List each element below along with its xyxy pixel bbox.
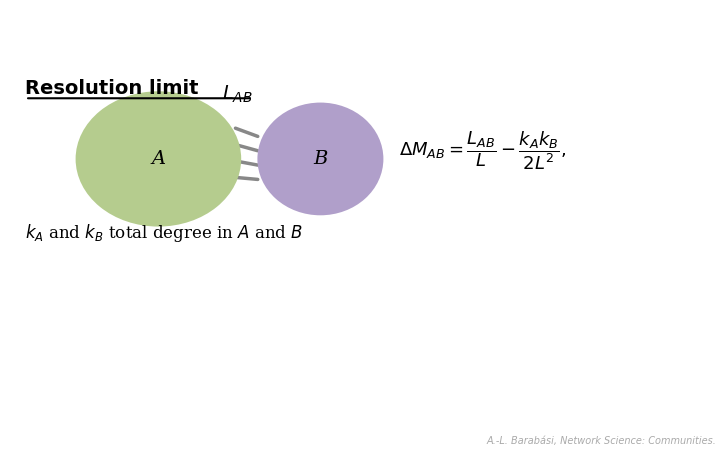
Text: $k_A$ and $k_B$ total degree in $A$ and $B$: $k_A$ and $k_B$ total degree in $A$ and … (25, 222, 303, 244)
Ellipse shape (258, 103, 384, 215)
Text: Limits of Modularity: Limits of Modularity (302, 10, 523, 30)
Text: Section 4: Section 4 (5, 11, 99, 29)
Text: B: B (313, 150, 328, 168)
Text: A: A (151, 150, 166, 168)
Ellipse shape (76, 91, 241, 227)
Text: A.-L. Barabási, Network Science: Communities.: A.-L. Barabási, Network Science: Communi… (487, 436, 716, 446)
Text: $\Delta M_{AB} = \dfrac{L_{AB}}{L} - \dfrac{k_A k_B}{2L^2},$: $\Delta M_{AB} = \dfrac{L_{AB}}{L} - \df… (399, 129, 566, 172)
Text: $L_{AB}$: $L_{AB}$ (222, 84, 253, 105)
Text: Resolution limit: Resolution limit (25, 79, 199, 98)
